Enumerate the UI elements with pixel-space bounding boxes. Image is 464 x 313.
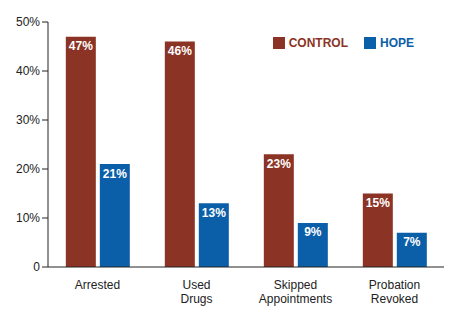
svg-text:23%: 23%: [267, 157, 291, 171]
svg-text:UsedDrugs: UsedDrugs: [180, 278, 212, 306]
svg-text:20%: 20%: [16, 162, 40, 176]
html-text:HOPE: HOPE: [380, 36, 414, 50]
svg-text:10%: 10%: [16, 211, 40, 225]
svg-text:50%: 50%: [16, 15, 40, 29]
svg-text:30%: 30%: [16, 113, 40, 127]
svg-text:46%: 46%: [168, 44, 192, 58]
svg-text:7%: 7%: [403, 235, 421, 249]
svg-text:9%: 9%: [304, 225, 322, 239]
svg-text:47%: 47%: [69, 39, 93, 53]
svg-text:21%: 21%: [103, 167, 127, 181]
html-text:CONTROL: CONTROL: [288, 36, 348, 50]
svg-text:0: 0: [33, 260, 40, 274]
svg-text:ProbationRevoked: ProbationRevoked: [369, 278, 420, 306]
svg-text:SkippedAppointments: SkippedAppointments: [259, 278, 332, 306]
svg-text:13%: 13%: [202, 206, 226, 220]
svg-text:15%: 15%: [366, 196, 390, 210]
svg-text:40%: 40%: [16, 64, 40, 78]
svg-text:Arrested: Arrested: [75, 278, 120, 292]
